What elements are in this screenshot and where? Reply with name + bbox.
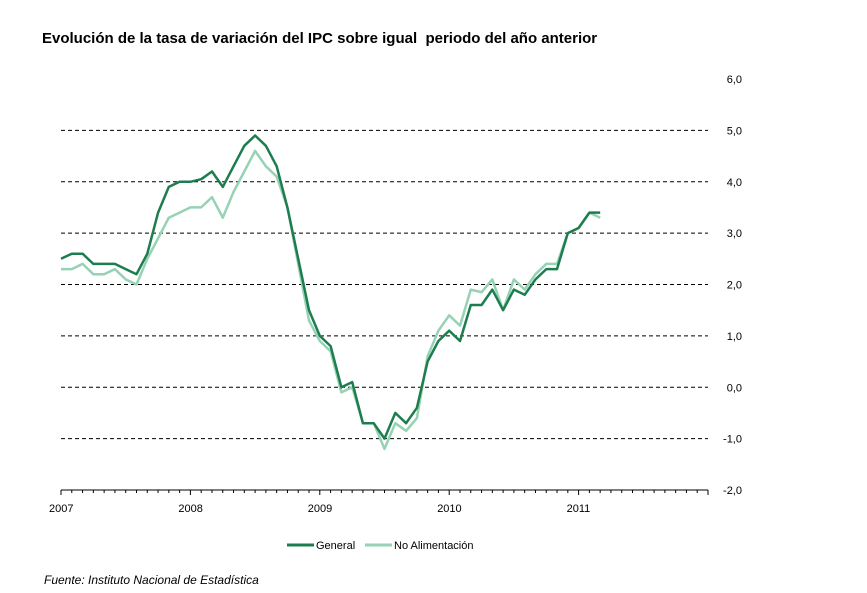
x-tick-label: 2010: [437, 503, 461, 515]
y-tick-label: 4,0: [727, 177, 742, 189]
legend-label-no-alimentacion: No Alimentación: [394, 540, 474, 552]
chart-title: Evolución de la tasa de variación del IP…: [42, 30, 598, 47]
x-tick-label: 2011: [567, 503, 591, 515]
x-axis: 2007 2008 2009 2010 2011: [49, 489, 709, 515]
y-tick-label: 6,0: [727, 74, 742, 86]
y-axis: 6,0 5,0 4,0 3,0 2,0 1,0 0,0 -1,0 -2,0: [723, 74, 742, 497]
series-line-no-alimentacion: [61, 149, 601, 451]
y-tick-label: -1,0: [723, 434, 742, 446]
legend: General No Alimentación: [287, 540, 474, 552]
series-line-general: [60, 134, 601, 440]
legend-label-general: General: [316, 540, 355, 552]
y-tick-label: 0,0: [727, 382, 742, 394]
series-lines: [60, 134, 601, 451]
y-tick-label: 3,0: [727, 228, 742, 240]
grid-lines: [61, 129, 708, 440]
source-note: Fuente: Instituto Nacional de Estadístic…: [44, 573, 259, 587]
y-tick-label: 1,0: [727, 331, 742, 343]
x-tick-label: 2008: [178, 503, 202, 515]
y-tick-label: -2,0: [723, 485, 742, 497]
y-tick-label: 5,0: [727, 125, 742, 137]
x-tick-label: 2007: [49, 503, 73, 515]
y-tick-label: 2,0: [727, 280, 742, 292]
x-tick-label: 2009: [308, 503, 332, 515]
